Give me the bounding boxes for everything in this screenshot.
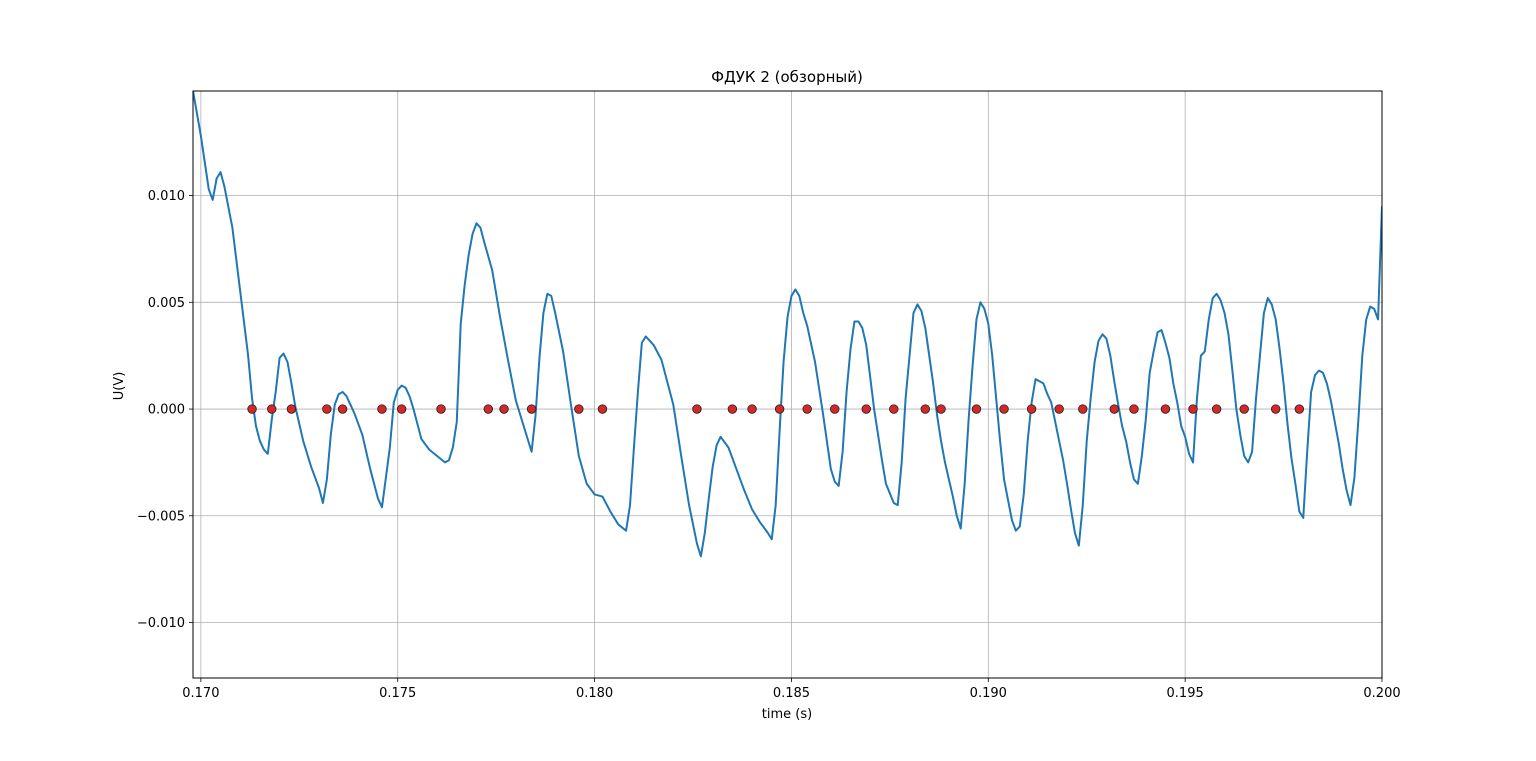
zero-crossing-point: [1129, 404, 1139, 414]
zero-crossing-point: [1109, 404, 1119, 414]
x-tick-label: 0.200: [1363, 686, 1400, 701]
zero-crossing-point: [286, 404, 297, 414]
zero-crossing-point: [802, 404, 812, 414]
zero-crossing-point: [774, 404, 785, 414]
zero-crossing-point: [597, 404, 608, 414]
y-axis-label: U(V): [112, 372, 127, 401]
x-tick-label: 0.185: [773, 686, 810, 701]
x-tick-label: 0.175: [379, 686, 416, 701]
zero-crossing-point: [267, 404, 277, 414]
zero-crossing-point: [1294, 404, 1305, 414]
zero-crossing-point: [830, 404, 840, 414]
zero-crossing-point: [247, 404, 257, 414]
zero-crossing-point: [936, 404, 946, 414]
zero-crossing-point: [322, 404, 332, 414]
plot-frame: [192, 90, 1383, 679]
x-axis: 0.170 0.175 0.180 0.185 0.190 0.195 0.200: [182, 678, 1401, 701]
zero-crossing-point: [971, 404, 982, 414]
zero-crossing-point: [747, 404, 757, 414]
x-tick-label: 0.195: [1167, 686, 1204, 701]
zero-crossing-point: [1188, 404, 1198, 414]
zero-crossing-point: [861, 404, 871, 414]
zero-crossing-point: [1078, 404, 1088, 414]
y-tick-label: −0.005: [137, 509, 185, 524]
zero-crossing-point: [377, 404, 387, 414]
markers-layer: [247, 404, 1305, 414]
y-tick-label: 0.010: [148, 189, 185, 204]
x-tick-label: 0.190: [970, 686, 1007, 701]
zero-crossing-point: [483, 404, 493, 414]
chart-title: ФДУК 2 (обзорный): [711, 68, 863, 86]
series-line-0: [193, 91, 1382, 558]
zero-crossing-point: [436, 404, 446, 414]
zero-crossing-point: [499, 404, 509, 414]
zero-crossing-point: [1239, 404, 1249, 414]
zero-crossing-point: [1211, 404, 1222, 414]
zero-crossing-point: [727, 404, 738, 414]
x-axis-label: time (s): [762, 707, 812, 722]
y-tick-label: 0.000: [148, 403, 185, 418]
x-tick-label: 0.170: [182, 686, 219, 701]
zero-crossing-point: [889, 404, 899, 414]
y-axis: 0.010 0.005 0.000 −0.005 −0.010: [137, 189, 193, 631]
grid: [193, 91, 1383, 678]
series-layer: [193, 91, 1382, 558]
zero-crossing-point: [396, 404, 407, 414]
x-tick-label: 0.180: [576, 686, 613, 701]
y-tick-label: −0.010: [137, 616, 185, 631]
zero-crossing-point: [999, 404, 1009, 414]
zero-crossing-point: [526, 404, 537, 414]
zero-crossing-point: [920, 404, 930, 414]
zero-crossing-point: [574, 404, 584, 414]
zero-crossing-point: [1054, 404, 1064, 414]
zero-crossing-point: [692, 404, 702, 414]
zero-crossing-point: [1270, 404, 1281, 414]
zero-crossing-point: [1160, 404, 1171, 414]
zero-crossing-point: [1026, 404, 1037, 414]
zero-crossing-point: [337, 404, 348, 414]
y-tick-label: 0.005: [148, 296, 185, 311]
